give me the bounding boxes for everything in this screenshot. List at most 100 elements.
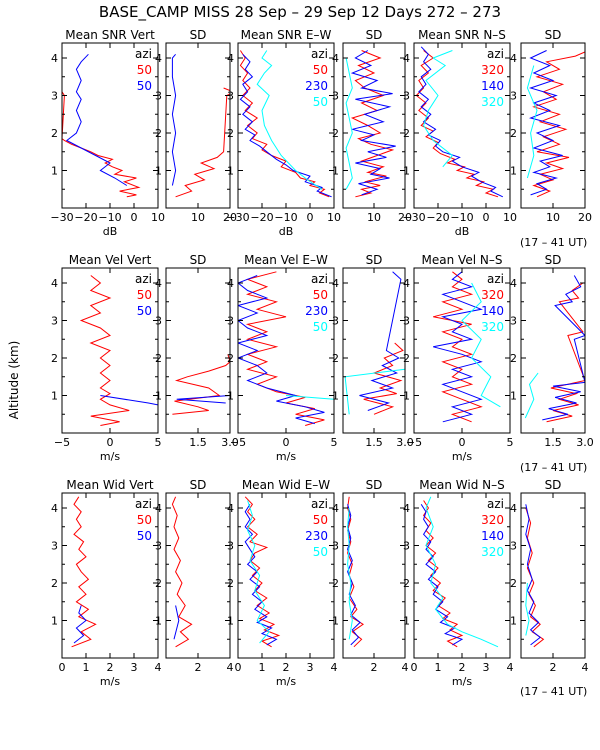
x-axis-label: m/s <box>452 450 472 463</box>
panel-title: SD <box>190 28 207 42</box>
series-line-320-0 <box>433 271 483 423</box>
time-note-row-2: (17 – 41 UT) <box>520 461 587 474</box>
series-line-50-1 <box>173 605 180 640</box>
y-tick-label: 2 <box>51 577 58 590</box>
x-tick-label: 3 <box>307 661 314 674</box>
y-tick-label: 4 <box>51 502 58 515</box>
series-line-50-1 <box>100 395 158 406</box>
y-tick-label: 1 <box>51 615 58 628</box>
y-tick-label: 4 <box>227 502 234 515</box>
legend-entry: 230 <box>305 529 328 543</box>
y-tick-label: 3 <box>510 540 517 553</box>
y-tick-label: 3 <box>403 315 410 328</box>
y-tick-label: 4 <box>403 52 410 65</box>
y-tick-label: 4 <box>155 502 162 515</box>
legend-entry: 50 <box>137 63 152 77</box>
series-line-50-0 <box>175 87 230 198</box>
panel-frame <box>342 42 406 209</box>
x-tick-label: 10 <box>546 211 560 224</box>
series-line-50-1 <box>73 605 87 644</box>
series-line-320-2 <box>524 372 539 419</box>
legend-entry: 140 <box>481 529 504 543</box>
series-line-140-1 <box>542 275 585 421</box>
x-axis-label: m/s <box>100 450 120 463</box>
series-line-50-2 <box>347 507 353 640</box>
legend-entry: 140 <box>481 79 504 93</box>
y-tick-label: 3 <box>332 315 339 328</box>
x-tick-label: 0 <box>483 211 490 224</box>
series-line-230-1 <box>239 53 332 198</box>
x-tick-label: −30 <box>50 211 73 224</box>
legend-entry: 230 <box>305 304 328 318</box>
x-axis-label: dB <box>103 225 118 238</box>
panel-title: SD <box>545 478 562 492</box>
panel-title: SD <box>190 478 207 492</box>
panel-snr-ns: 1 2 3 4 −30 −20 −10 0 10 Mean SNR N–S dB azi 320 140 3… <box>402 28 517 238</box>
series-line-320-2 <box>526 65 538 179</box>
series-line-50-0 <box>172 354 230 415</box>
y-tick-label: 1 <box>332 165 339 178</box>
y-tick-label: 1 <box>403 615 410 628</box>
series-line-230-1 <box>238 275 325 425</box>
x-tick-label: −5 <box>230 436 246 449</box>
x-tick-label: 10 <box>327 211 341 224</box>
legend-entry: 50 <box>313 288 328 302</box>
x-tick-label: 1 <box>259 661 266 674</box>
y-tick-label: 1 <box>155 165 162 178</box>
y-tick-label: 1 <box>155 390 162 403</box>
legend-entry: 50 <box>313 63 328 77</box>
panel-frame <box>520 267 586 434</box>
series-line-50-0 <box>171 496 193 648</box>
y-tick-label: 2 <box>332 127 339 140</box>
x-tick-label: −20 <box>250 211 273 224</box>
panel-snr-ns-sd: 1 2 3 4 10 20 SD <box>510 28 592 224</box>
panel-title: SD <box>190 253 207 267</box>
series-line-320-0 <box>415 50 499 198</box>
x-tick-label: 1.5 <box>189 436 207 449</box>
y-tick-label: 2 <box>227 127 234 140</box>
series-line-50-2 <box>285 395 334 400</box>
panel-wid-vert-sd: 1 2 3 4 2 4 SD <box>155 478 234 674</box>
y-tick-label: 1 <box>510 165 517 178</box>
panel-title: Mean Vel N–S <box>422 253 503 267</box>
y-tick-label: 4 <box>510 277 517 290</box>
x-tick-label: 20 <box>223 211 237 224</box>
y-tick-label: 4 <box>332 52 339 65</box>
series-line-320-0 <box>546 282 585 423</box>
x-tick-label: 4 <box>227 661 234 674</box>
panel-title: SD <box>366 28 383 42</box>
x-tick-label: 3.0 <box>396 436 414 449</box>
x-tick-label: 2 <box>550 661 557 674</box>
y-tick-label: 1 <box>510 390 517 403</box>
x-axis-label: m/s <box>100 675 120 688</box>
y-tick-label: 4 <box>51 277 58 290</box>
series-line-320-0 <box>532 51 585 198</box>
panel-vel-ns: 1 2 3 4 −5 0 5 Mean Vel N–S m/s azi 320 140 320 <box>403 253 514 463</box>
y-tick-label: 2 <box>51 127 58 140</box>
x-tick-label: 2 <box>371 661 378 674</box>
series-line-50-1 <box>171 53 177 186</box>
panel-snr-vert: 1 2 3 4 −30 −20 −10 0 10 Mean SNR Vert dB azi 50 50 <box>50 28 165 238</box>
y-tick-label: 1 <box>227 165 234 178</box>
y-tick-label: 1 <box>227 390 234 403</box>
x-axis-label: m/s <box>276 675 296 688</box>
panel-title: Mean SNR Vert <box>65 28 155 42</box>
x-tick-label: 3 <box>131 661 138 674</box>
x-tick-label: 10 <box>367 211 381 224</box>
y-tick-label: 2 <box>510 577 517 590</box>
y-tick-label: 4 <box>403 277 410 290</box>
y-tick-label: 2 <box>155 352 162 365</box>
y-tick-label: 4 <box>51 52 58 65</box>
x-tick-label: 1 <box>83 661 90 674</box>
y-tick-label: 2 <box>51 352 58 365</box>
panel-snr-ew-sd: 1 2 3 4 10 20 SD <box>332 28 412 224</box>
y-tick-label: 2 <box>332 352 339 365</box>
x-tick-label: 0 <box>411 661 418 674</box>
x-axis-label: dB <box>279 225 294 238</box>
y-tick-label: 4 <box>332 277 339 290</box>
legend-header: azi <box>487 497 504 511</box>
series-line-230-1 <box>359 271 402 411</box>
panel-snr-ew: 1 2 3 4 −30 −20 −10 0 10 Mean SNR E–W dB azi 50 230 50 <box>226 28 341 238</box>
x-axis-label: m/s <box>276 450 296 463</box>
